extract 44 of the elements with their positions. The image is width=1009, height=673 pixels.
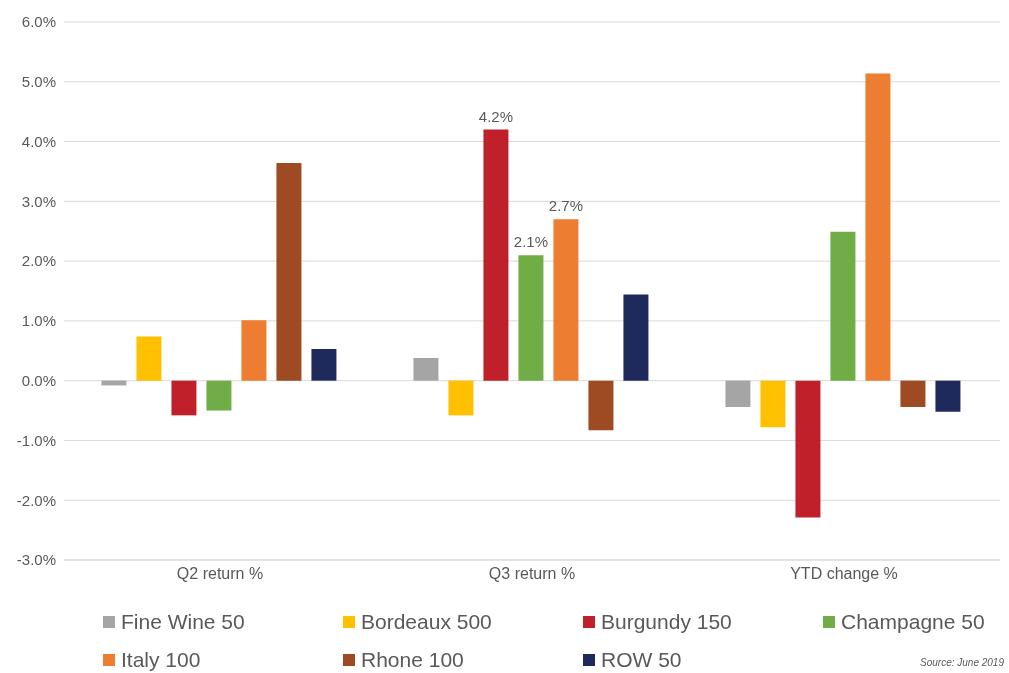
bar	[448, 380, 474, 416]
data-label: 2.7%	[548, 197, 584, 215]
bar	[553, 219, 579, 381]
bar	[588, 380, 614, 431]
legend-label: Rhone 100	[361, 648, 464, 672]
legend-label: Bordeaux 500	[361, 610, 492, 634]
bar	[206, 380, 232, 411]
y-tick-label: 1.0%	[21, 312, 56, 330]
legend-label: Champagne 50	[841, 610, 985, 634]
x-tick-label: Q3 return %	[488, 565, 576, 583]
bar	[518, 255, 544, 381]
bar	[795, 380, 821, 518]
bar	[623, 294, 649, 381]
bar	[276, 163, 302, 381]
legend-label: Fine Wine 50	[121, 610, 245, 634]
bar	[241, 320, 267, 381]
y-tick-label: 4.0%	[21, 132, 56, 150]
bar	[311, 348, 337, 381]
bar	[725, 380, 751, 407]
legend-label: ROW 50	[601, 648, 682, 672]
bar	[171, 380, 197, 416]
bar	[413, 357, 439, 381]
legend-label: Burgundy 150	[601, 610, 732, 634]
legend-label: Italy 100	[121, 648, 201, 672]
y-tick-label: -2.0%	[16, 491, 56, 509]
x-tick-label: Q2 return %	[176, 565, 264, 583]
y-tick-label: -1.0%	[16, 431, 56, 449]
x-tick-label: YTD change %	[790, 565, 898, 583]
bar	[760, 380, 786, 428]
y-tick-label: 3.0%	[21, 192, 56, 210]
bar	[483, 129, 509, 381]
data-label: 4.2%	[478, 107, 514, 125]
bar	[830, 231, 856, 381]
y-tick-label: 2.0%	[21, 252, 56, 270]
data-label: 2.1%	[513, 233, 549, 251]
bar	[935, 380, 961, 412]
bar	[865, 73, 891, 381]
bar	[136, 336, 162, 381]
y-tick-label: -3.0%	[16, 551, 56, 569]
y-tick-label: 6.0%	[21, 13, 56, 31]
source-note: Source: June 2019	[920, 657, 1004, 668]
y-tick-label: 5.0%	[21, 73, 56, 91]
bar	[900, 380, 926, 407]
y-tick-label: 0.0%	[21, 371, 56, 389]
